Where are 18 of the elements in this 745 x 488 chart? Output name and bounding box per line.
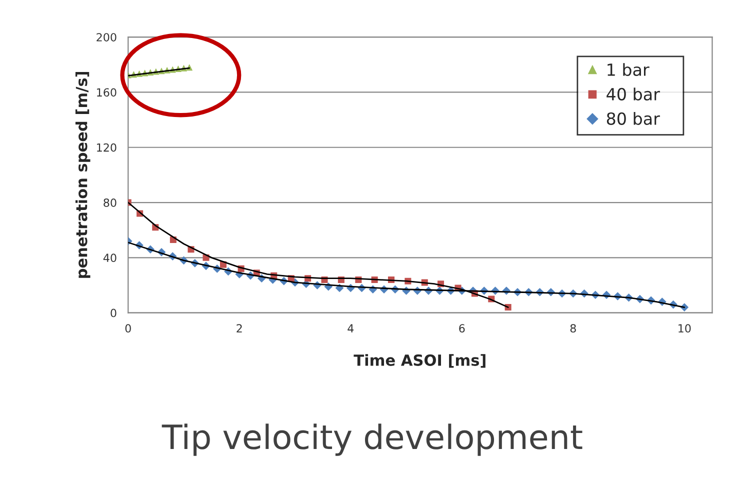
y-tick-label: 40 [103, 254, 116, 262]
text: Tip velocity development [162, 424, 582, 456]
x-tick-label: 6 [459, 324, 465, 333]
y-tick-label: 0 [110, 308, 116, 318]
y-tick-label: 120 [97, 143, 116, 152]
y-tick-label: 80 [104, 198, 116, 207]
x-tick-label: 8 [570, 324, 576, 333]
legend-label: 80 bar [606, 112, 660, 125]
x-tick-label: 10 [678, 324, 691, 333]
x-tick-label: 0 [125, 324, 131, 333]
legend-label: 40 bar [606, 88, 660, 100]
x-tick-label: 4 [348, 324, 354, 332]
x-tick-label: 2 [236, 324, 242, 332]
y-axis-title: penetration speed [m/s] [75, 72, 90, 278]
y-tick-label: 200 [96, 33, 116, 42]
x-axis-title: Time ASOI [ms] [354, 354, 486, 368]
legend-label: 1 bar [608, 63, 650, 76]
y-tick-label: 160 [97, 88, 116, 97]
